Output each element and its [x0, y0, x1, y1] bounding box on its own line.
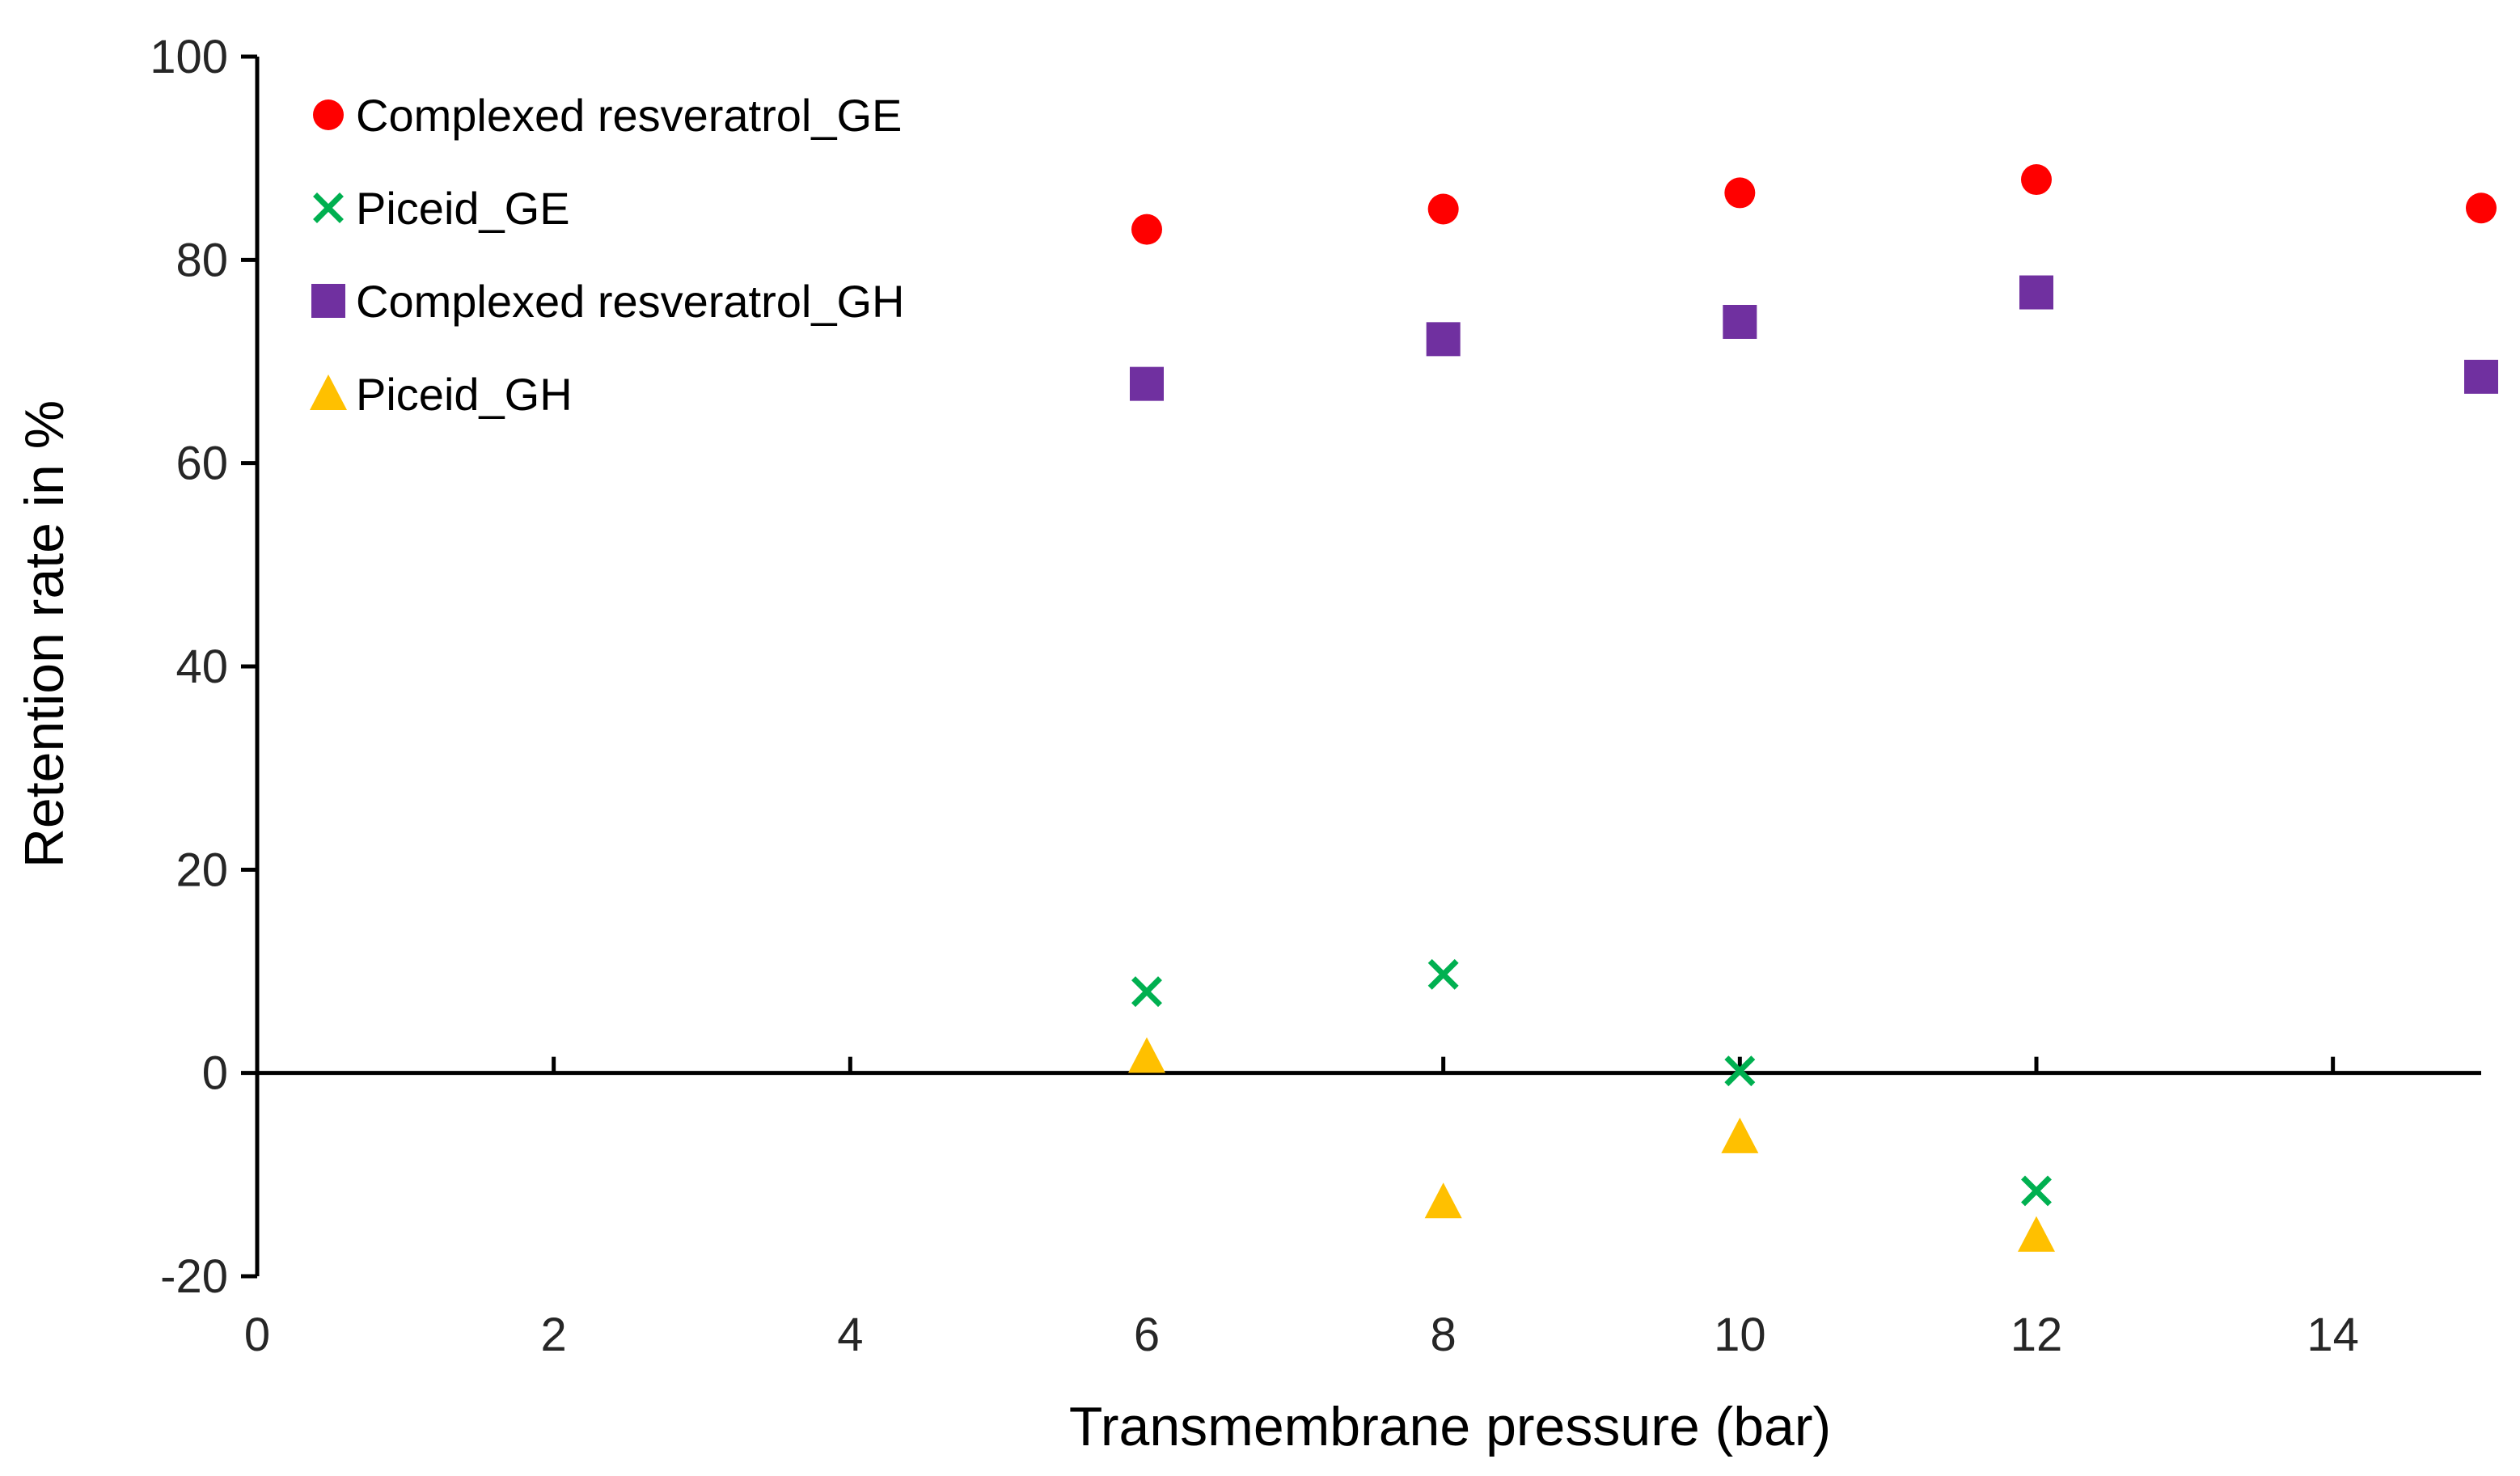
x-tick-label: 12 — [2011, 1309, 2063, 1361]
data-point — [1721, 1117, 1759, 1153]
legend-marker — [310, 374, 347, 410]
y-axis-title: Retention rate in % — [14, 400, 75, 868]
legend-label: Complexed resveratrol_GE — [356, 90, 902, 141]
data-point — [2021, 164, 2052, 196]
y-tick-label: 40 — [175, 641, 228, 693]
y-tick-label: 20 — [175, 844, 228, 896]
series-3 — [1128, 1037, 2055, 1252]
legend-item: Piceid_GE — [313, 183, 570, 234]
series-0 — [1131, 164, 2497, 245]
x-tick-label: 2 — [541, 1309, 567, 1361]
data-point — [1724, 1055, 1756, 1087]
x-tick-label: 0 — [244, 1309, 270, 1361]
data-point — [1724, 177, 1756, 209]
y-ticks: -20 0 20 40 60 80 100 — [150, 31, 257, 1303]
data-point — [2464, 359, 2498, 394]
y-tick-label: 0 — [202, 1047, 228, 1100]
x-ticks: 0 2 4 6 8 10 12 14 — [244, 1056, 2359, 1361]
x-tick-label: 10 — [1714, 1309, 1766, 1361]
y-tick-label: -20 — [160, 1250, 228, 1303]
legend-label: Piceid_GH — [356, 369, 573, 420]
data-point — [1131, 214, 1162, 245]
legend-marker — [311, 284, 345, 318]
data-point — [2019, 275, 2053, 310]
data-point — [1723, 304, 1757, 339]
legend-item: Complexed resveratrol_GH — [311, 276, 904, 327]
legend-label: Complexed resveratrol_GH — [356, 276, 904, 327]
legend: Complexed resveratrol_GE Piceid_GE Complex… — [310, 90, 904, 420]
data-point — [1427, 958, 1459, 990]
data-point — [1131, 976, 1162, 1008]
data-point — [1427, 193, 1459, 225]
legend-marker — [313, 99, 344, 130]
y-tick-label: 80 — [175, 234, 228, 286]
legend-marker — [313, 192, 344, 223]
data-point — [1426, 322, 1461, 357]
legend-item: Complexed resveratrol_GE — [313, 90, 902, 141]
x-axis-title: Transmembrane pressure (bar) — [1069, 1396, 1831, 1457]
data-point — [1424, 1182, 1462, 1219]
data-point — [2018, 1216, 2055, 1252]
data-point — [2021, 1175, 2052, 1207]
data-point — [1130, 366, 1164, 401]
data-points — [1128, 164, 2498, 1252]
series-1 — [1131, 958, 2052, 1207]
legend-label: Piceid_GE — [356, 183, 570, 234]
x-tick-label: 4 — [837, 1309, 863, 1361]
y-tick-label: 60 — [175, 438, 228, 490]
data-point — [1128, 1037, 1165, 1073]
data-point — [2466, 192, 2497, 224]
axes: -20 0 20 40 60 80 100 0 2 4 6 8 10 12 14 — [150, 31, 2481, 1361]
x-tick-label: 8 — [1431, 1309, 1457, 1361]
x-tick-label: 6 — [1134, 1309, 1160, 1361]
y-tick-label: 100 — [150, 31, 228, 83]
legend-item: Piceid_GH — [310, 369, 573, 420]
series-2 — [1130, 275, 2498, 401]
x-tick-label: 14 — [2306, 1309, 2359, 1361]
